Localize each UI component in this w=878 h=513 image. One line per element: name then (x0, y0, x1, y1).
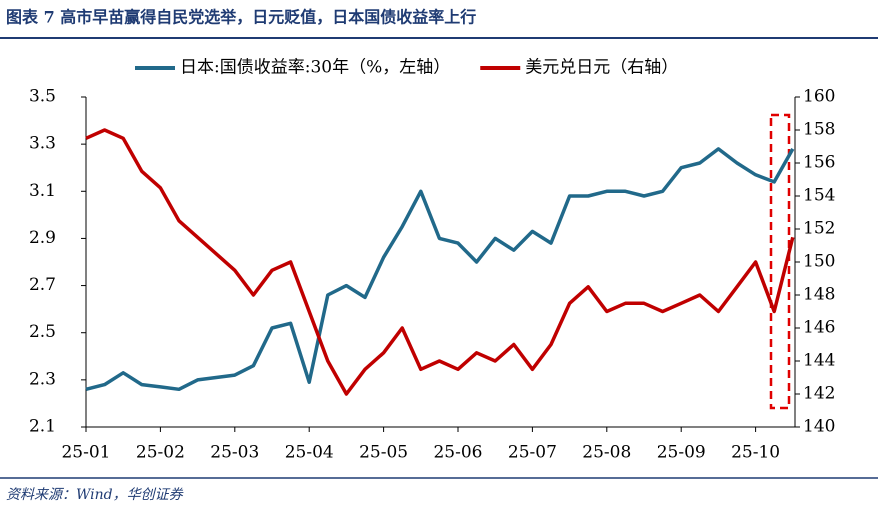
x-tick-label: 25-03 (210, 443, 259, 463)
x-tick-label: 25-10 (731, 443, 780, 463)
y-tick-label: 3.1 (29, 181, 56, 201)
y2-tick-label: 152 (803, 219, 835, 239)
y2-tick-label: 142 (803, 384, 835, 404)
y-tick-label: 2.3 (29, 369, 56, 389)
y2-tick-label: 158 (803, 120, 835, 140)
x-tick-label: 25-04 (285, 443, 334, 463)
x-tick-label: 25-06 (433, 443, 482, 463)
chart-title: 图表 7 高市早苗赢得自民党选举，日元贬值，日本国债收益率上行 (6, 8, 476, 27)
series-line (85, 147, 795, 392)
y-tick-label: 2.1 (29, 417, 56, 437)
y2-tick-label: 146 (803, 318, 835, 338)
x-tick-label: 25-07 (508, 443, 557, 463)
y2-tick-label: 156 (803, 153, 835, 173)
x-tick-label: 25-09 (657, 443, 706, 463)
legend-label: 美元兑日元（右轴） (525, 58, 678, 78)
y2-tick-label: 144 (803, 351, 835, 371)
x-tick-label: 25-02 (136, 443, 185, 463)
x-tick-label: 25-05 (359, 443, 408, 463)
y2-tick-label: 154 (803, 186, 835, 206)
y2-tick-label: 148 (803, 285, 835, 305)
x-tick-label: 25-08 (582, 443, 631, 463)
source: 资料来源：Wind，华创证券 (6, 487, 184, 503)
highlight-box (769, 113, 791, 410)
y-tick-label: 2.5 (29, 322, 56, 342)
y2-tick-label: 150 (803, 252, 835, 272)
y-tick-label: 3.5 (29, 87, 56, 107)
legend-label: 日本:国债收益率:30年（%，左轴） (180, 58, 450, 78)
series-line (85, 128, 795, 396)
y-tick-label: 2.7 (29, 275, 56, 295)
y-tick-label: 2.9 (29, 228, 56, 248)
x-tick-label: 25-01 (61, 443, 110, 463)
y2-tick-label: 140 (803, 417, 835, 437)
y-tick-label: 3.3 (29, 134, 56, 154)
y2-tick-label: 160 (803, 87, 835, 107)
